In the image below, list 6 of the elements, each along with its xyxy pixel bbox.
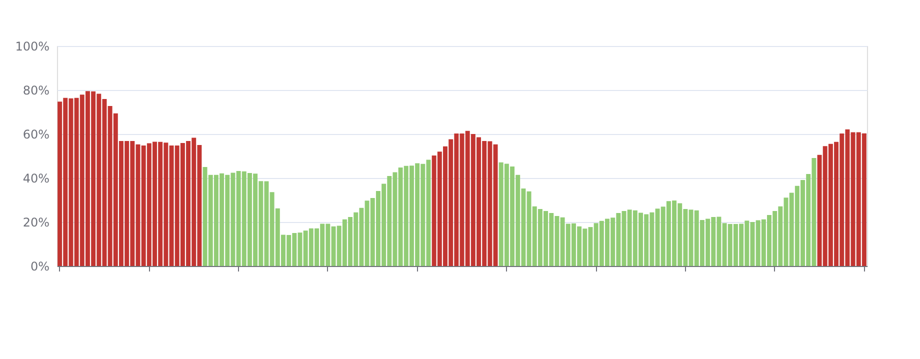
y-tick-label: 80% — [22, 84, 50, 98]
y-tick-label: 20% — [22, 216, 50, 230]
y-tick-label: 0% — [30, 260, 50, 274]
y-tick-label: 60% — [22, 128, 50, 142]
y-tick-label: 100% — [15, 40, 50, 54]
y-tick-label: 40% — [22, 172, 50, 186]
